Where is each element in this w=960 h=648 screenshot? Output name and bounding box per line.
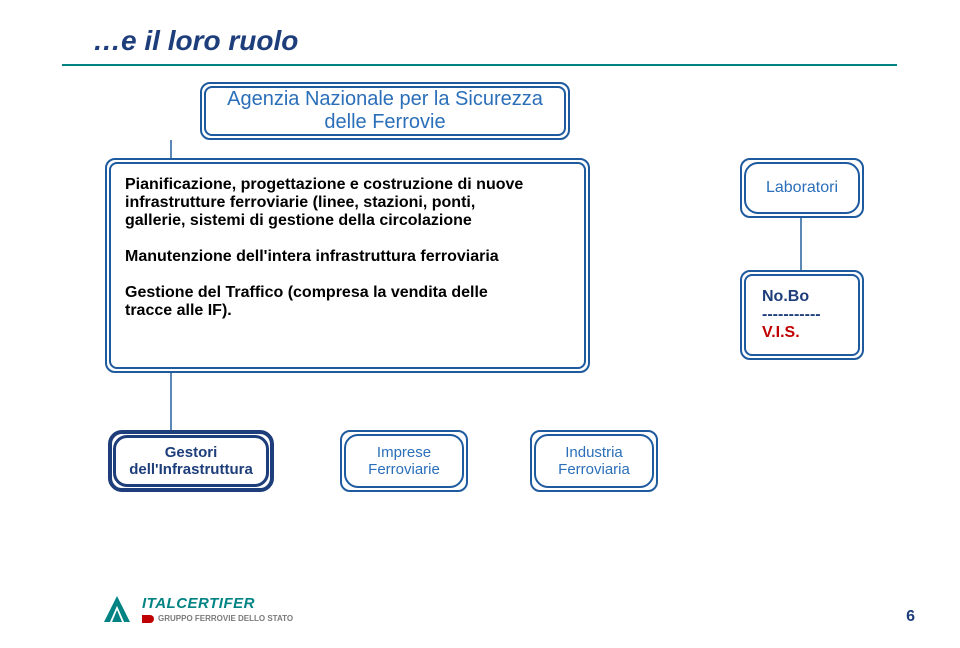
logo-brand: ITALCERTIFER [142, 595, 255, 612]
main-p3-l1: Gestione del Traffico (compresa la vendi… [125, 284, 570, 302]
main-p3-l2: tracce alle IF). [125, 302, 570, 320]
main-p2: Manutenzione dell'intera infrastruttura … [125, 248, 570, 266]
logo-mark-icon [100, 592, 134, 626]
nobo-line1: No.Bo [762, 288, 809, 306]
agency-line1: Agenzia Nazionale per la Sicurezza [227, 88, 543, 111]
industria-l1: Industria [558, 444, 630, 461]
title-underline [62, 64, 897, 66]
gestori-box-inner: Gestori dell'Infrastruttura [113, 435, 269, 487]
connector-lab-nobo [800, 218, 802, 272]
lab-box-inner: Laboratori [744, 162, 860, 214]
logo-sub: GRUPPO FERROVIE DELLO STATO [158, 614, 293, 623]
imprese-box-inner: Imprese Ferroviarie [344, 434, 464, 488]
industria-l2: Ferroviaria [558, 461, 630, 478]
main-p1-l2: infrastrutture ferroviarie (linee, stazi… [125, 194, 570, 212]
page-title: …e il loro ruolo [93, 25, 298, 57]
main-box-inner: Pianificazione, progettazione e costruzi… [109, 162, 586, 369]
connector-top [170, 140, 172, 160]
page-number: 6 [906, 608, 915, 626]
connector-mid [170, 373, 172, 433]
imprese-l1: Imprese [368, 444, 440, 461]
nobo-vis: V.I.S. [762, 324, 800, 342]
agency-box-inner: Agenzia Nazionale per la Sicurezza delle… [204, 86, 566, 136]
main-p1-l3: gallerie, sistemi di gestione della circ… [125, 212, 570, 230]
nobo-box-inner: No.Bo ----------- V.I.S. [744, 274, 860, 356]
gestori-l1: Gestori [129, 444, 253, 461]
gestori-l2: dell'Infrastruttura [129, 461, 253, 478]
agency-line2: delle Ferrovie [324, 111, 445, 134]
nobo-dashes: ----------- [762, 306, 821, 324]
main-p1-l1: Pianificazione, progettazione e costruzi… [125, 176, 570, 194]
industria-box-inner: Industria Ferroviaria [534, 434, 654, 488]
imprese-l2: Ferroviarie [368, 461, 440, 478]
logo: ITALCERTIFER GRUPPO FERROVIE DELLO STATO [100, 592, 293, 626]
lab-text: Laboratori [766, 179, 838, 197]
